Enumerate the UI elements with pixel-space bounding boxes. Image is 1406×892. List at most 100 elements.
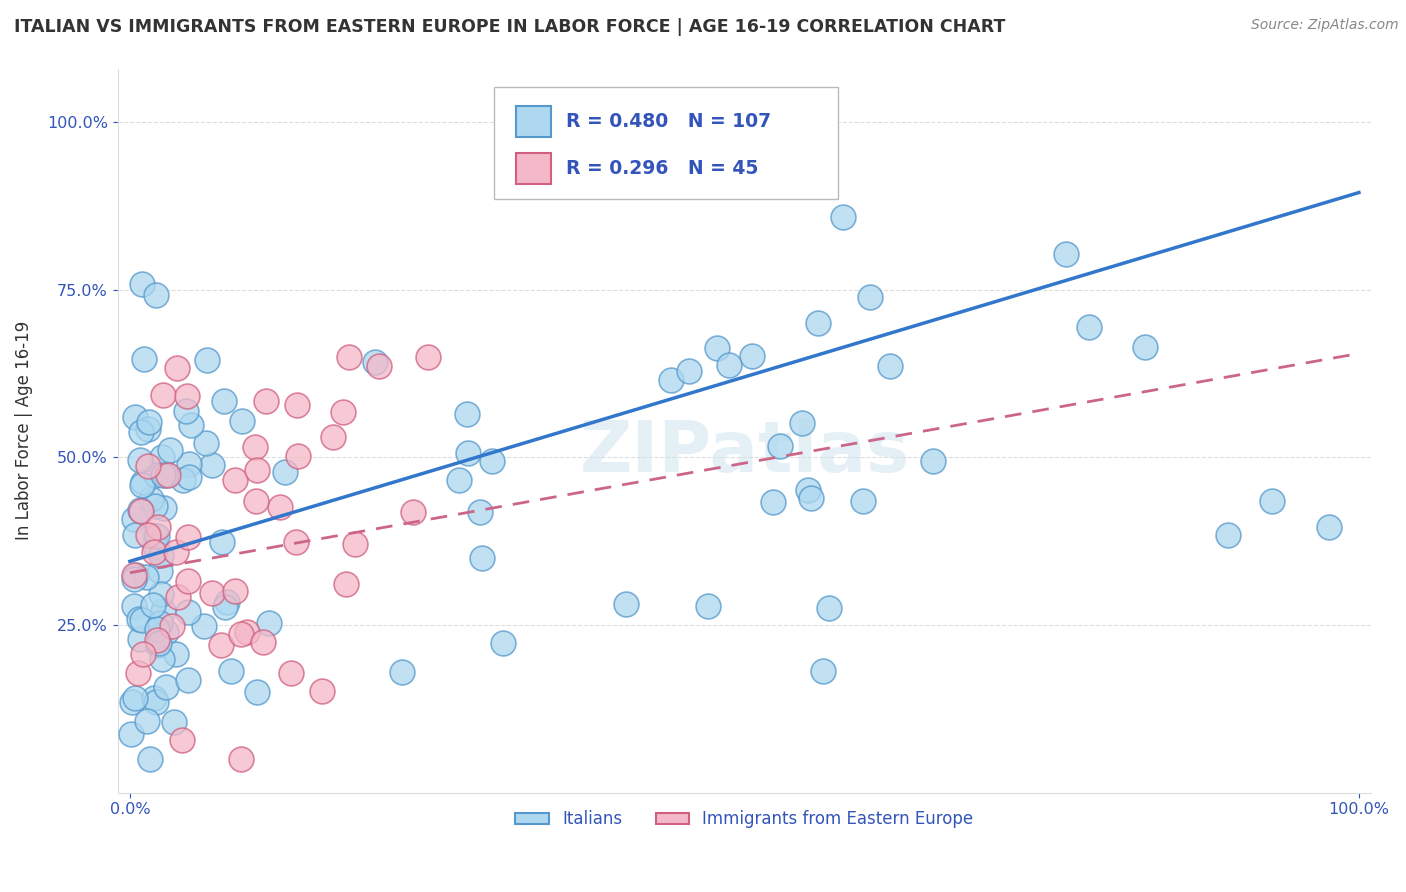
Point bbox=[471, 550, 494, 565]
Point bbox=[492, 636, 515, 650]
Point bbox=[155, 625, 177, 640]
Point bbox=[166, 590, 188, 604]
Point bbox=[172, 733, 194, 747]
Point bbox=[852, 493, 875, 508]
Point bbox=[1216, 528, 1239, 542]
Point bbox=[1261, 493, 1284, 508]
Point bbox=[201, 585, 224, 599]
Point bbox=[177, 469, 200, 483]
Point bbox=[800, 491, 823, 505]
Point bbox=[139, 752, 162, 766]
Point bbox=[246, 463, 269, 477]
Text: Source: ZipAtlas.com: Source: ZipAtlas.com bbox=[1251, 18, 1399, 32]
Point bbox=[146, 529, 169, 543]
Point bbox=[143, 545, 166, 559]
Point bbox=[135, 570, 157, 584]
Point bbox=[335, 577, 357, 591]
Point bbox=[176, 605, 198, 619]
Point bbox=[152, 467, 174, 482]
Point bbox=[697, 599, 720, 614]
Point bbox=[177, 574, 200, 588]
Point bbox=[148, 639, 170, 653]
Point bbox=[741, 350, 763, 364]
Point bbox=[145, 287, 167, 301]
Point bbox=[214, 393, 236, 408]
Point bbox=[131, 504, 153, 518]
Point bbox=[165, 647, 187, 661]
Point bbox=[818, 600, 841, 615]
Point bbox=[152, 604, 174, 618]
Point bbox=[257, 616, 280, 631]
Point bbox=[149, 587, 172, 601]
Point bbox=[149, 564, 172, 578]
Point bbox=[879, 359, 901, 373]
Point bbox=[138, 415, 160, 429]
Point bbox=[124, 599, 146, 614]
Point bbox=[231, 752, 253, 766]
Point bbox=[456, 407, 478, 421]
Point bbox=[274, 465, 297, 479]
Point bbox=[148, 636, 170, 650]
Point bbox=[768, 438, 790, 452]
Point bbox=[155, 680, 177, 694]
Point bbox=[322, 430, 344, 444]
Point bbox=[124, 409, 146, 424]
Point bbox=[402, 505, 425, 519]
Point bbox=[717, 359, 740, 373]
Point bbox=[224, 473, 246, 487]
Text: R = 0.480   N = 107: R = 0.480 N = 107 bbox=[567, 112, 772, 131]
Point bbox=[792, 416, 814, 430]
Point bbox=[132, 475, 155, 489]
Point bbox=[1078, 320, 1101, 334]
Point bbox=[287, 398, 309, 412]
Point bbox=[176, 389, 198, 403]
Point bbox=[678, 364, 700, 378]
Point bbox=[149, 548, 172, 562]
Point bbox=[236, 625, 259, 640]
Point bbox=[160, 619, 183, 633]
Point bbox=[252, 634, 274, 648]
Point bbox=[807, 316, 830, 330]
Point bbox=[215, 595, 238, 609]
Point bbox=[146, 622, 169, 636]
Point bbox=[131, 425, 153, 440]
Point bbox=[153, 500, 176, 515]
Point bbox=[659, 374, 682, 388]
Point bbox=[122, 512, 145, 526]
Y-axis label: In Labor Force | Age 16-19: In Labor Force | Age 16-19 bbox=[15, 321, 32, 541]
Text: R = 0.296   N = 45: R = 0.296 N = 45 bbox=[567, 159, 759, 178]
Point bbox=[209, 638, 232, 652]
Point bbox=[214, 600, 236, 615]
Point bbox=[229, 627, 252, 641]
Point bbox=[121, 695, 143, 709]
Point bbox=[124, 691, 146, 706]
Point bbox=[447, 473, 470, 487]
Point bbox=[832, 210, 855, 224]
Point bbox=[172, 474, 194, 488]
Point bbox=[155, 467, 177, 482]
Point bbox=[145, 695, 167, 709]
Point bbox=[145, 633, 167, 648]
Point bbox=[177, 457, 200, 471]
Point bbox=[150, 652, 173, 666]
Point bbox=[457, 445, 479, 459]
Point bbox=[219, 664, 242, 678]
Legend: Italians, Immigrants from Eastern Europe: Italians, Immigrants from Eastern Europe bbox=[509, 804, 980, 835]
Point bbox=[813, 664, 835, 678]
Point bbox=[269, 500, 291, 515]
FancyBboxPatch shape bbox=[516, 106, 551, 136]
Point bbox=[120, 727, 142, 741]
Point bbox=[858, 290, 880, 304]
Point bbox=[149, 616, 172, 631]
Point bbox=[152, 387, 174, 401]
Point bbox=[762, 495, 785, 509]
Point bbox=[418, 350, 440, 364]
Point bbox=[706, 341, 728, 355]
Point bbox=[481, 454, 503, 468]
Point bbox=[131, 477, 153, 491]
Point bbox=[139, 492, 162, 507]
Point bbox=[287, 449, 309, 463]
Point bbox=[211, 535, 233, 549]
Point bbox=[142, 598, 165, 612]
Point bbox=[1054, 247, 1077, 261]
